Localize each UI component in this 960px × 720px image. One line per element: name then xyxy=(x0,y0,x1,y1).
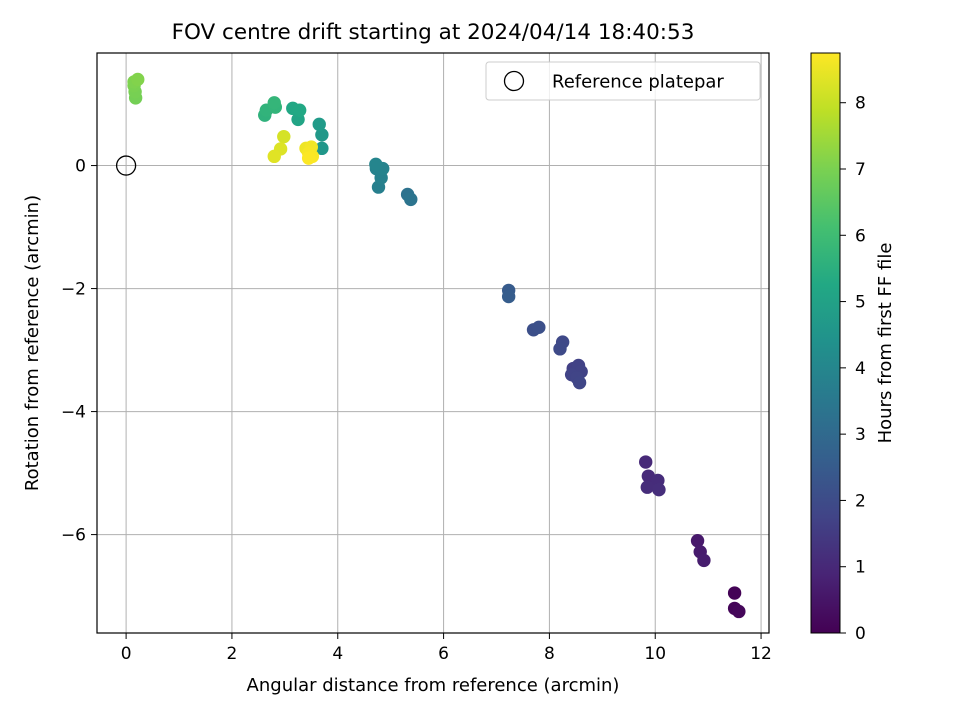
data-point xyxy=(369,157,383,172)
data-point xyxy=(572,375,587,390)
data-point xyxy=(315,128,329,142)
x-tick-label: 0 xyxy=(121,644,132,664)
data-point xyxy=(532,320,546,335)
y-axis-ticks: −6 −4 −2 0 xyxy=(61,157,97,546)
x-tick-label: 2 xyxy=(227,644,238,664)
data-point xyxy=(640,480,654,494)
grid-lines xyxy=(97,53,769,633)
y-axis-label: Rotation from reference (arcmin) xyxy=(22,195,43,491)
data-point xyxy=(292,103,307,117)
data-point xyxy=(553,342,567,356)
y-tick-label: −6 xyxy=(61,526,86,546)
colorbar-tick-label: 7 xyxy=(855,160,866,180)
y-tick-label: −2 xyxy=(61,280,86,300)
colorbar-label: Hours from first FF file xyxy=(875,243,896,444)
y-tick-label: 0 xyxy=(75,157,86,177)
legend-entry-reference-platepar: Reference platepar xyxy=(552,72,724,93)
colorbar-tick-label: 0 xyxy=(855,624,866,644)
data-point xyxy=(690,534,705,548)
data-point xyxy=(312,117,326,132)
x-tick-label: 4 xyxy=(332,644,343,664)
legend-box xyxy=(485,61,761,101)
x-tick-label: 6 xyxy=(438,644,449,664)
data-point xyxy=(315,141,329,156)
x-axis-label: Angular distance from reference (arcmin) xyxy=(247,675,620,696)
colorbar-tick-label: 2 xyxy=(855,491,866,511)
data-point xyxy=(404,192,418,207)
data-points xyxy=(127,72,746,619)
data-point xyxy=(727,586,742,600)
data-point xyxy=(501,289,516,304)
data-point xyxy=(267,149,281,164)
colorbar-ticks: 0 1 2 3 4 5 6 7 8 xyxy=(840,94,866,644)
y-tick-label: −4 xyxy=(61,403,86,423)
colorbar-tick-label: 4 xyxy=(855,359,866,379)
data-point xyxy=(301,151,316,165)
reference-marker-layer xyxy=(115,155,137,176)
x-tick-label: 8 xyxy=(544,644,555,664)
colorbar-tick-label: 8 xyxy=(855,94,866,114)
data-point xyxy=(732,604,746,619)
data-point xyxy=(131,72,145,87)
x-axis-ticks: 0 2 4 6 8 10 12 xyxy=(121,633,772,664)
colorbar-tick-label: 3 xyxy=(855,425,866,445)
data-point xyxy=(697,553,711,568)
colorbar xyxy=(810,52,841,634)
x-tick-label: 12 xyxy=(750,644,772,664)
legend-marker-icon xyxy=(503,70,525,92)
chart-title: FOV centre drift starting at 2024/04/14 … xyxy=(172,20,695,45)
x-tick-label: 10 xyxy=(644,644,666,664)
legend: Reference platepar xyxy=(485,61,761,101)
colorbar-tick-label: 1 xyxy=(855,558,866,578)
reference-platepar-marker xyxy=(115,155,137,176)
colorbar-tick-label: 6 xyxy=(855,226,866,246)
data-point xyxy=(267,96,281,110)
data-point xyxy=(639,455,653,469)
colorbar-tick-label: 5 xyxy=(855,293,866,313)
plot-frame xyxy=(96,52,770,634)
data-point xyxy=(277,129,291,144)
data-point xyxy=(652,482,666,497)
